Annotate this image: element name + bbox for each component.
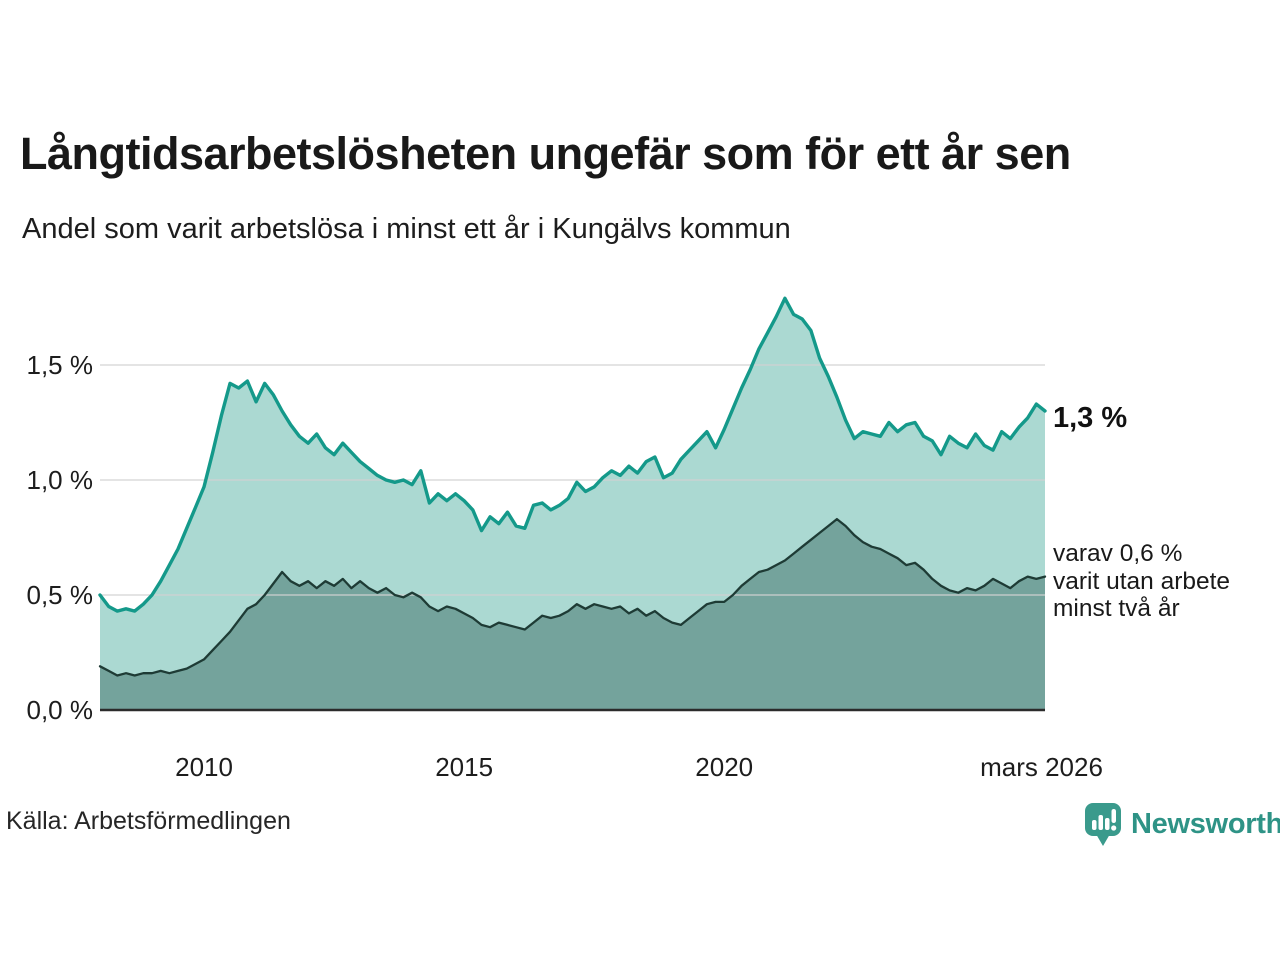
newsworthy-bubble-icon (1085, 803, 1121, 846)
newsworthy-wordmark: Newsworthy (1131, 807, 1280, 840)
source-note: Källa: Arbetsförmedlingen (6, 807, 291, 835)
page-subtitle: Andel som varit arbetslösa i minst ett å… (22, 213, 791, 245)
latest-value-label: 1,3 % (1053, 402, 1128, 434)
x-tick-label: 2015 (435, 752, 494, 782)
two-year-series-line (98, 517, 1047, 677)
y-tick-label: 1,5 % (26, 350, 94, 380)
two-year-series-area (100, 519, 1045, 710)
y-tick-label: 0,5 % (26, 580, 94, 610)
x-tick-label: 2010 (175, 752, 233, 782)
x-tick-label: mars 2026 (980, 752, 1103, 782)
secondary-series-annotation: varav 0,6 % varit utan arbete minst två … (1053, 540, 1231, 622)
x-tick-label: 2020 (695, 752, 754, 782)
y-tick-label: 1,0 % (26, 465, 94, 495)
page-title: Långtidsarbetslösheten ungefär som för e… (20, 128, 1071, 179)
y-tick-label: 0,0 % (26, 695, 94, 725)
total-series-line (98, 296, 1047, 613)
newsworthy-logo: Newsworthy (1083, 800, 1280, 848)
